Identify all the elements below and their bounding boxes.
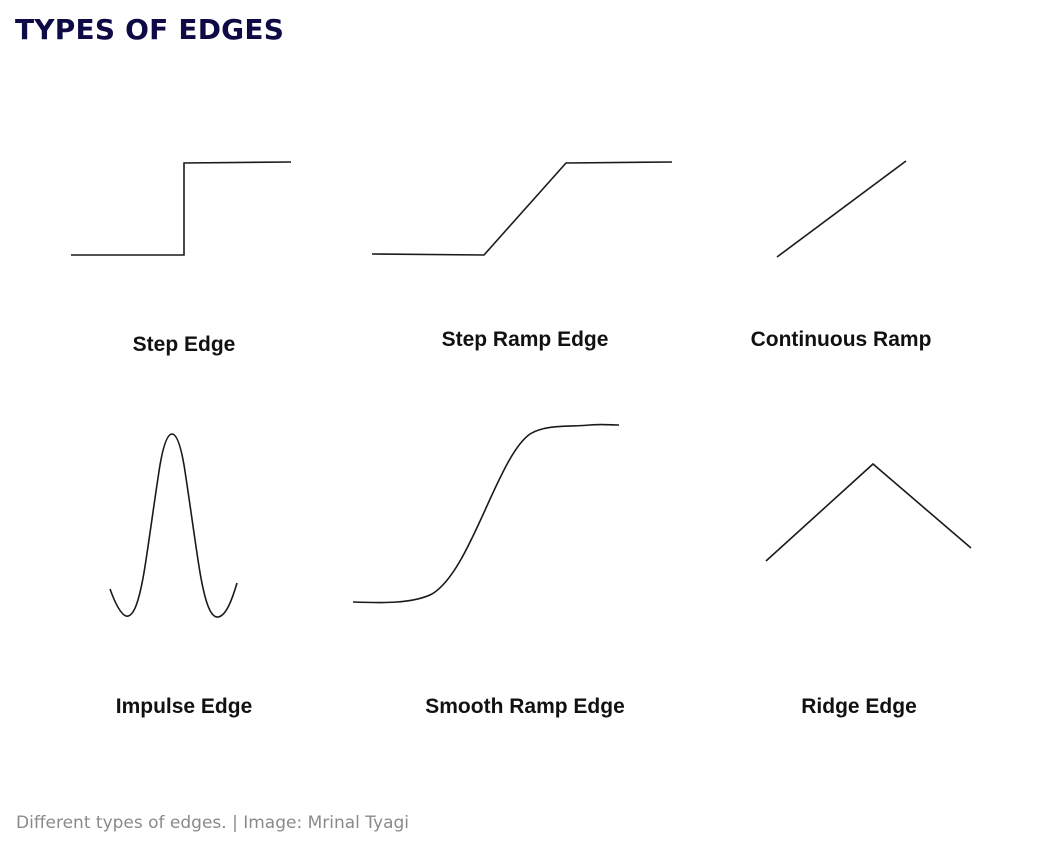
impulse-edge-label: Impulse Edge <box>115 695 253 718</box>
step-ramp-edge-label: Step Ramp Edge <box>441 328 609 351</box>
step-edge-profile <box>71 161 292 256</box>
impulse-edge-profile <box>109 433 238 618</box>
continuous-ramp-profile <box>776 160 907 258</box>
step-ramp-edge-profile <box>371 161 673 256</box>
smooth-ramp-edge-profile <box>352 423 620 604</box>
ridge-edge-profile <box>765 462 972 562</box>
page-title: TYPES OF EDGES <box>15 13 285 46</box>
image-caption: Different types of edges. | Image: Mrina… <box>16 813 410 833</box>
smooth-ramp-edge-label: Smooth Ramp Edge <box>425 695 625 718</box>
ridge-edge-label: Ridge Edge <box>801 695 917 718</box>
continuous-ramp-label: Continuous Ramp <box>750 328 932 351</box>
step-edge-label: Step Edge <box>132 333 236 356</box>
